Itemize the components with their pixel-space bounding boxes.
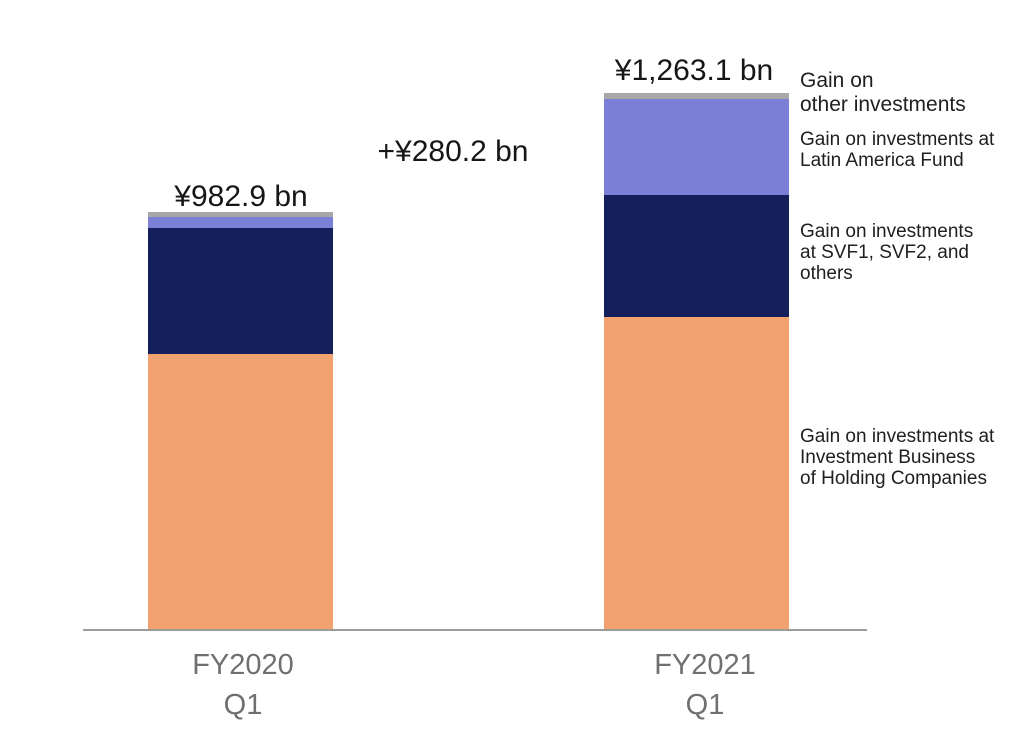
bar-segment [604,99,789,196]
legend-line: of Holding Companies [800,468,987,489]
x-tick-fy2020-q1: FY2020 Q1 [133,645,353,725]
bar-segment [604,317,789,630]
x-tick-line2: Q1 [685,689,725,721]
legend-line: Gain on investments at [800,129,995,150]
bar-segment [148,228,333,354]
total-label-fy2021: ¥1,263.1 bn [614,54,774,87]
legend-gain-on-other-investments: Gain on other investments [800,69,966,117]
legend-gain-svf1-svf2-others: Gain on investments at SVF1, SVF2, and o… [800,221,973,284]
delta-label: +¥280.2 bn [377,135,529,168]
legend-line: other investments [800,93,966,116]
legend-line: Gain on investments [800,221,974,242]
legend-line: Gain on [800,69,874,92]
bar-segment [604,195,789,318]
bar-segment [148,212,333,218]
legend-gain-holding-companies: Gain on investments at Investment Busine… [800,426,994,489]
x-tick-fy2021-q1: FY2021 Q1 [595,645,815,725]
legend-line: Investment Business [800,447,976,468]
legend-line: others [800,263,853,284]
x-tick-line2: Q1 [223,689,263,721]
bar-segment [148,217,333,229]
legend-line: Gain on investments at [800,426,995,447]
bar-segment [148,353,333,630]
x-tick-line1: FY2020 [192,649,294,681]
x-tick-line1: FY2021 [654,649,756,681]
legend-gain-latin-america-fund: Gain on investments at Latin America Fun… [800,129,994,171]
legend-line: at SVF1, SVF2, and [800,242,969,263]
x-axis-line [83,629,867,631]
stacked-bar-fy2020-q1 [148,212,333,630]
total-label-fy2020: ¥982.9 bn [174,180,308,213]
legend-line: Latin America Fund [800,150,964,171]
bar-segment [604,93,789,100]
stacked-bar-fy2021-q1 [604,93,789,630]
